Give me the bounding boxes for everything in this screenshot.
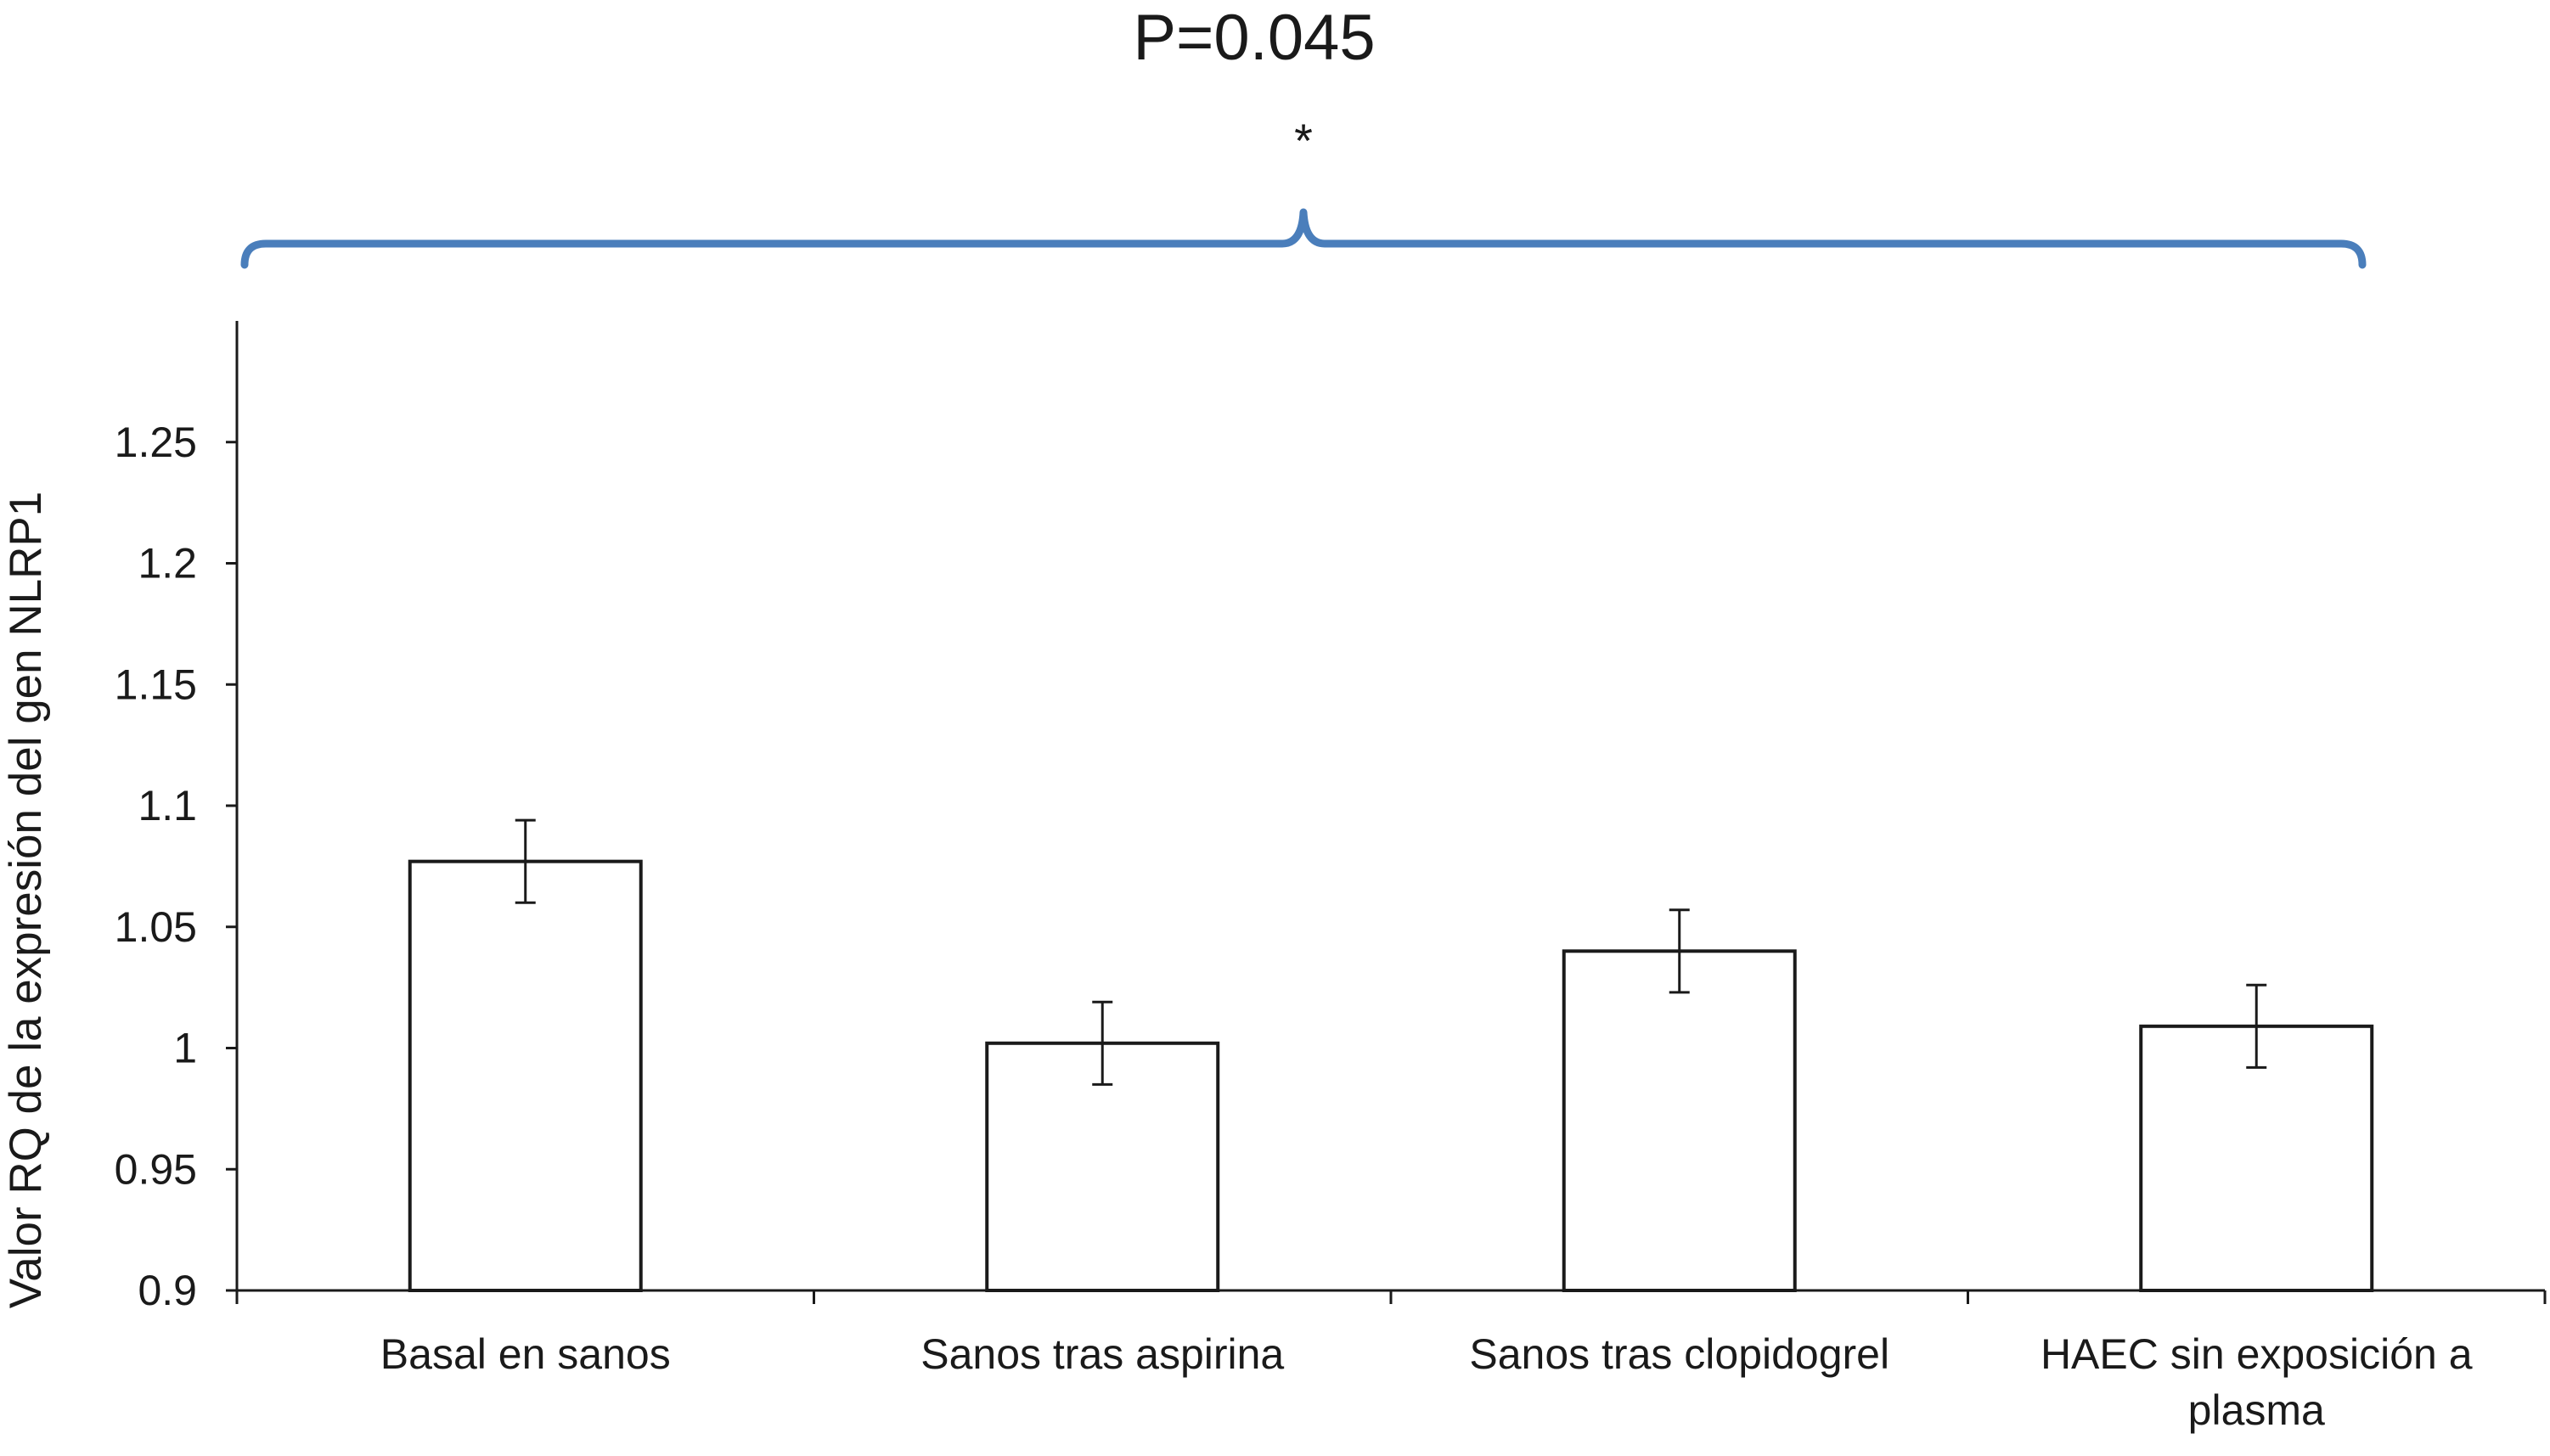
y-tick-label: 1.1 xyxy=(138,782,197,829)
y-tick-label: 0.9 xyxy=(138,1267,197,1314)
x-tick-label: Sanos tras aspirina xyxy=(920,1330,1284,1378)
y-tick-label: 1.15 xyxy=(115,661,197,708)
plot-area: 0.9 0.95 1 1.05 1.1 1.15 1.2 1.25 Basal en sanos… xyxy=(115,321,2547,1434)
p-value-label: P=0.045 xyxy=(1133,2,1375,74)
y-tick-label: 0.95 xyxy=(115,1145,197,1193)
x-tick-label: HAEC sin exposición a xyxy=(2041,1330,2473,1378)
y-axis-label: Valor RQ de la expresión del gen NLRP1 xyxy=(1,492,51,1308)
significance-annotation: P=0.045 * xyxy=(240,2,2367,269)
y-tick-label: 1.05 xyxy=(115,903,197,951)
significance-asterisk: * xyxy=(1294,114,1313,167)
y-tick-label: 1.25 xyxy=(115,419,197,466)
bar xyxy=(1562,949,1797,1293)
x-tick-label: Basal en sanos xyxy=(380,1330,671,1378)
x-tick-label: Sanos tras clopidogrel xyxy=(1469,1330,1889,1378)
y-tick-label: 1.2 xyxy=(138,540,197,587)
significance-bracket xyxy=(240,208,2367,269)
y-tick-label: 1 xyxy=(173,1025,197,1072)
x-tick-label: plasma xyxy=(2188,1386,2325,1434)
bar xyxy=(2139,1024,2374,1293)
bar xyxy=(408,859,643,1292)
